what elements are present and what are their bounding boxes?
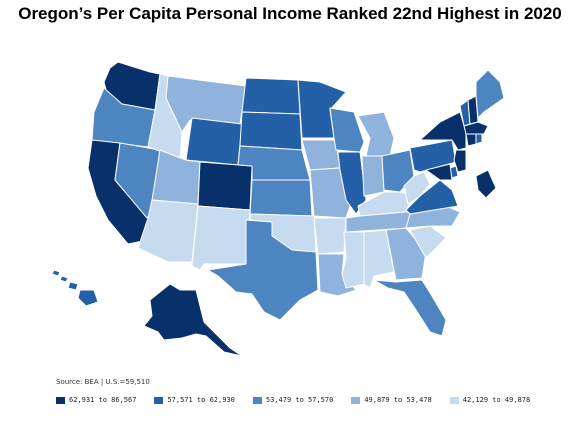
legend-label: 53,479 to 57,570: [265, 396, 334, 404]
state-colorado[interactable]: [197, 161, 253, 211]
legend-label: 57,571 to 62,930: [167, 396, 235, 404]
legend-item[interactable]: 42,129 to 49,878: [449, 396, 531, 404]
state-south-carolina[interactable]: [409, 225, 447, 259]
state-rhode-island[interactable]: [475, 133, 483, 145]
state-texas[interactable]: [207, 219, 319, 321]
legend-swatch: [449, 396, 459, 404]
legend-item[interactable]: 49,879 to 53,478: [351, 396, 432, 404]
legend-swatch: [252, 396, 262, 404]
source-label: Source: BEA: [56, 378, 99, 386]
state-kansas[interactable]: [249, 179, 313, 217]
state-maryland[interactable]: [425, 163, 453, 181]
source-note: Source: BEA | U.S.=59,510: [56, 378, 150, 386]
us-average: U.S.=59,510: [105, 378, 150, 386]
legend-item[interactable]: 62,931 to 86,567: [56, 396, 136, 404]
state-connecticut[interactable]: [465, 133, 477, 147]
state-indiana[interactable]: [361, 155, 385, 197]
state-iowa[interactable]: [301, 139, 341, 171]
state-massachusetts[interactable]: [463, 121, 489, 135]
state-michigan[interactable]: [357, 111, 395, 157]
legend-swatch: [56, 396, 65, 404]
legend-swatch: [351, 396, 361, 404]
state-arkansas[interactable]: [313, 217, 347, 255]
state-north-dakota[interactable]: [241, 77, 301, 115]
state-wisconsin[interactable]: [329, 107, 365, 153]
legend-item[interactable]: 53,479 to 57,570: [252, 396, 334, 404]
map-legend: 62,931 to 86,567 57,571 to 62,930 53,479…: [56, 396, 530, 404]
legend-label: 42,129 to 49,878: [462, 396, 531, 404]
state-missouri[interactable]: [309, 167, 353, 219]
state-hawaii[interactable]: [51, 269, 99, 307]
state-new-york[interactable]: [419, 111, 467, 151]
state-wyoming[interactable]: [185, 117, 243, 166]
state-mississippi[interactable]: [341, 231, 365, 289]
state-maine[interactable]: [475, 69, 505, 119]
state-west-virginia[interactable]: [403, 171, 431, 205]
source-separator: |: [100, 378, 104, 386]
state-alaska[interactable]: [143, 283, 243, 357]
map-title: Oregon’s Per Capita Personal Income Rank…: [18, 4, 562, 23]
legend-label: 62,931 to 86,567: [69, 396, 137, 404]
state-illinois[interactable]: [337, 151, 367, 215]
state-new-mexico[interactable]: [191, 205, 251, 271]
legend-item[interactable]: 57,571 to 62,930: [154, 396, 235, 404]
state-dc[interactable]: [475, 169, 497, 199]
state-florida[interactable]: [373, 279, 447, 337]
legend-swatch: [154, 396, 164, 404]
legend-label: 49,879 to 53,478: [364, 396, 432, 404]
state-new-jersey[interactable]: [453, 149, 467, 173]
state-south-dakota[interactable]: [239, 111, 303, 151]
